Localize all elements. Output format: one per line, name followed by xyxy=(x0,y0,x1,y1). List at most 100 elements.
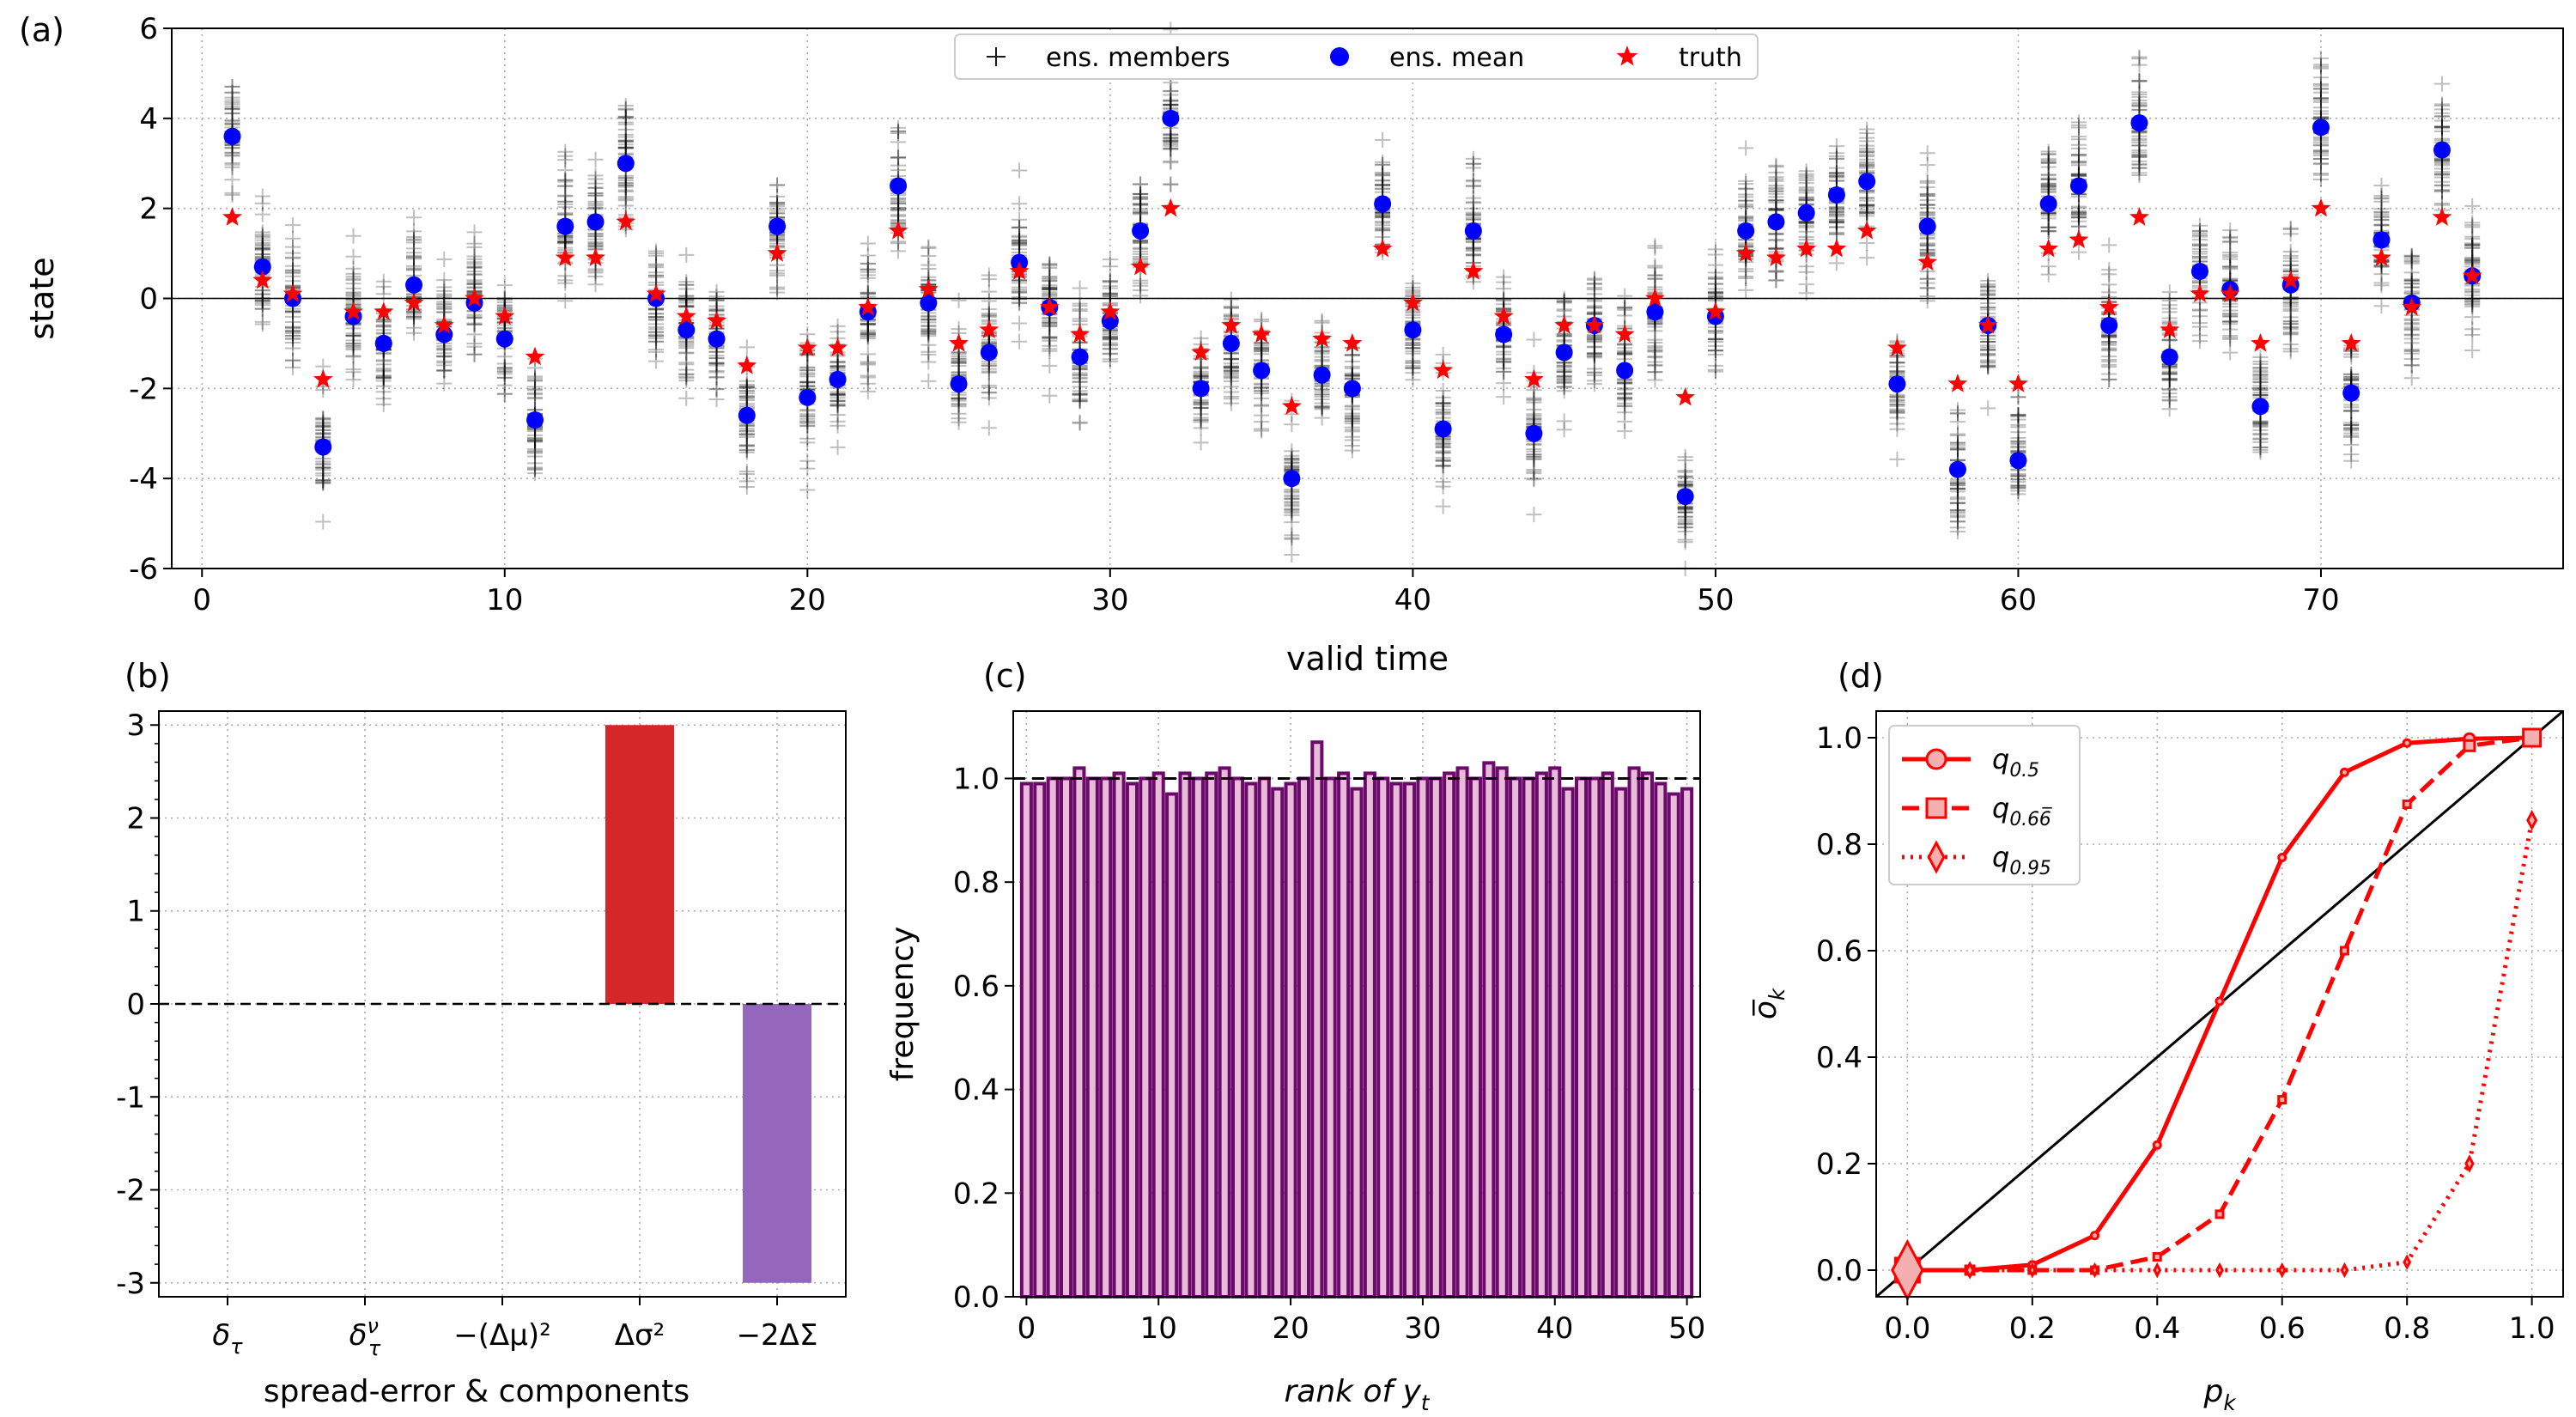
ensemble-member-marker xyxy=(254,316,270,332)
marker-square xyxy=(2522,727,2543,748)
ensemble-member-marker xyxy=(375,368,392,384)
ensemble-member-marker xyxy=(648,306,665,322)
ensemble-member-marker xyxy=(345,284,361,301)
ensemble-member-marker xyxy=(738,463,755,479)
ensemble-member-marker xyxy=(436,345,453,362)
ensemble-member-marker xyxy=(587,179,604,196)
ensemble-member-marker xyxy=(406,210,422,226)
ensemble-member-marker xyxy=(557,293,574,309)
ensemble-member-marker xyxy=(527,379,544,395)
ensemble-member-marker xyxy=(648,308,665,325)
ensemble-member-marker xyxy=(860,267,876,283)
ensemble-member-marker xyxy=(496,386,513,402)
ensemble-member-marker xyxy=(951,397,967,413)
ensemble-member-marker xyxy=(285,327,301,344)
ensemble-member-marker xyxy=(738,442,755,459)
ensemble-member-marker xyxy=(738,380,755,396)
ensemble-member-marker xyxy=(738,438,755,454)
ensemble-member-marker xyxy=(406,260,422,277)
ensemble-member-marker xyxy=(345,349,361,365)
ensemble-member-marker xyxy=(648,342,665,358)
ensemble-member-marker xyxy=(951,391,967,407)
ensemble-member-marker xyxy=(829,398,846,414)
ensemble-member-marker xyxy=(254,283,270,299)
ensemble-member-marker xyxy=(738,389,755,405)
ensemble-member-marker xyxy=(527,382,544,398)
ensemble-member-marker xyxy=(527,389,544,405)
ensemble-member-marker xyxy=(799,415,816,431)
ensemble-member-marker xyxy=(436,341,453,357)
ensemble-member-marker xyxy=(466,258,483,275)
ensemble-member-marker xyxy=(678,370,695,386)
ensemble-member-marker xyxy=(799,460,816,477)
ensemble-member-marker xyxy=(738,386,755,402)
marker-diamond xyxy=(2153,1262,2162,1279)
ensemble-member-marker xyxy=(951,350,967,367)
ensemble-member-marker xyxy=(557,148,574,164)
ensemble-member-marker xyxy=(951,411,967,427)
ensemble-mean-marker xyxy=(1616,362,1634,380)
ensemble-member-marker xyxy=(466,251,483,267)
rank-bar xyxy=(1468,776,1483,1298)
ensemble-member-marker xyxy=(769,196,786,212)
ensemble-member-marker xyxy=(648,247,665,264)
ensemble-member-marker xyxy=(375,317,392,333)
ensemble-member-marker xyxy=(436,348,453,364)
ensemble-member-marker xyxy=(617,140,634,156)
ensemble-member-marker xyxy=(466,272,483,289)
ensemble-mean-marker xyxy=(1737,222,1755,240)
ensemble-member-marker xyxy=(496,364,513,380)
rank-bar xyxy=(1191,776,1205,1298)
ensemble-member-marker xyxy=(829,439,846,455)
marker-circle xyxy=(1925,748,1947,770)
ensemble-member-marker xyxy=(738,427,755,443)
ensemble-member-marker xyxy=(527,441,544,458)
ensemble-member-marker xyxy=(224,98,240,114)
ensemble-member-marker xyxy=(829,392,846,409)
ensemble-member-marker xyxy=(890,162,907,179)
ensemble-mean-marker xyxy=(1827,185,1845,204)
ensemble-member-marker xyxy=(224,100,240,117)
ensemble-member-marker xyxy=(496,363,513,380)
rank-bar xyxy=(1575,776,1589,1298)
ensemble-member-marker xyxy=(496,360,513,376)
ensemble-mean-marker xyxy=(1858,173,1876,191)
ensemble-member-marker xyxy=(224,159,240,175)
rank-bar xyxy=(1310,740,1324,1298)
ensemble-mean-marker xyxy=(1918,217,1936,235)
ensemble-member-marker xyxy=(648,312,665,328)
ensemble-member-marker xyxy=(436,362,453,379)
ensemble-member-marker xyxy=(406,261,422,277)
ensemble-member-marker xyxy=(315,475,331,491)
marker-diamond xyxy=(2090,1262,2099,1279)
ensemble-member-marker xyxy=(799,374,816,390)
legend-label-mean: ens. mean xyxy=(1389,43,1524,73)
ensemble-member-marker xyxy=(527,445,544,461)
ensemble-member-marker xyxy=(285,268,301,284)
ensemble-mean-marker xyxy=(920,294,938,312)
ensemble-member-marker xyxy=(708,350,725,366)
ensemble-member-marker xyxy=(951,355,967,371)
rank-bar xyxy=(1271,787,1285,1298)
ensemble-member-marker xyxy=(527,372,544,388)
ensemble-member-marker xyxy=(254,237,270,253)
ensemble-mean-marker xyxy=(1797,204,1815,222)
rank-bar xyxy=(1389,781,1403,1298)
ensemble-member-marker xyxy=(527,430,544,447)
ensemble-member-marker xyxy=(527,443,544,459)
ensemble-member-marker xyxy=(738,392,755,409)
ensemble-member-marker xyxy=(375,378,392,394)
ensemble-member-marker xyxy=(466,267,483,283)
ensemble-member-marker xyxy=(799,360,816,376)
ensemble-member-marker xyxy=(860,375,876,392)
ensemble-member-marker xyxy=(406,240,422,257)
ensemble-member-marker xyxy=(829,386,846,403)
ensemble-member-marker xyxy=(981,385,997,401)
ensemble-member-marker xyxy=(951,391,967,407)
ensemble-member-marker xyxy=(285,325,301,342)
ensemble-member-marker xyxy=(951,392,967,409)
ensemble-member-marker xyxy=(496,356,513,372)
ensemble-member-marker xyxy=(285,352,301,368)
legend-marker-mean xyxy=(1330,47,1349,66)
ensemble-member-marker xyxy=(981,363,997,380)
